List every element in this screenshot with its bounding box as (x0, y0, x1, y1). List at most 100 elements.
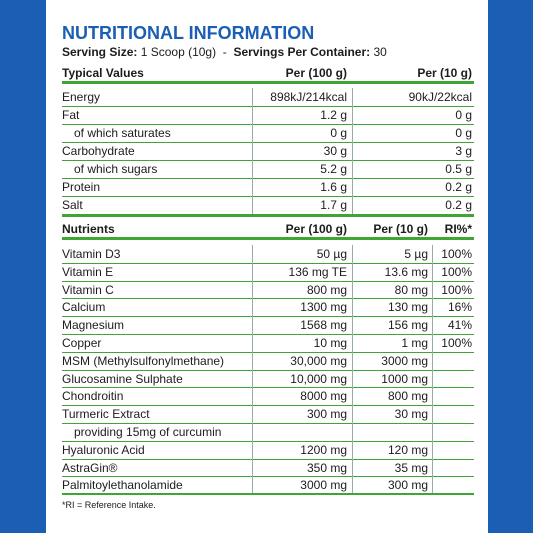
row-rule (62, 476, 474, 478)
row-label: providing 15mg of curcumin (74, 424, 222, 439)
cell-value: 1.2 g (320, 108, 347, 122)
bottom-rule (62, 493, 474, 496)
cell-value: 30 g (323, 144, 347, 158)
cell-value: 136 mg TE (288, 264, 347, 279)
column-header: Per (100 g) (285, 66, 347, 80)
column-rule (252, 88, 253, 214)
column-rule (252, 245, 253, 495)
row-rule (62, 334, 474, 335)
row-rule (62, 262, 474, 264)
cell-value: 100% (441, 335, 472, 350)
cell-value: 130 mg (387, 300, 428, 315)
row-rule (62, 440, 474, 442)
cell-value: 90kJ/22kcal (408, 90, 472, 104)
cell-value: 0.2 g (445, 198, 472, 212)
row-label: Fat (62, 108, 80, 122)
column-header: RI%* (444, 222, 472, 236)
row-label: Copper (62, 335, 102, 350)
row-label: Vitamin D3 (62, 246, 121, 261)
row-rule (62, 387, 474, 389)
cell-value: 1.6 g (320, 180, 347, 194)
column-header: Per (10 g) (417, 66, 472, 80)
cell-value: 5 µg (404, 246, 428, 261)
column-rule (352, 88, 353, 214)
row-label: Calcium (62, 300, 106, 315)
cell-value: 3000 mg (300, 478, 347, 493)
cell-value: 30,000 mg (290, 353, 347, 368)
row-rule (62, 423, 474, 424)
row-label: Glucosamine Sulphate (62, 371, 183, 386)
cell-value: 156 mg (387, 318, 428, 333)
footnote: *RI = Reference Intake. (62, 500, 156, 510)
row-rule (62, 351, 474, 353)
cell-value: 80 mg (394, 282, 428, 297)
column-header: Typical Values (62, 66, 144, 80)
cell-value: 5.2 g (320, 162, 347, 176)
cell-value: 8000 mg (300, 389, 347, 404)
header-rule (62, 81, 474, 84)
cell-value: 1568 mg (300, 318, 347, 333)
cell-value: 800 mg (306, 282, 347, 297)
row-label: Chondroitin (62, 389, 124, 404)
label: Servings Per Container: (233, 45, 371, 59)
row-label: Turmeric Extract (62, 407, 150, 422)
row-label: Palmitoylethanolamide (62, 478, 183, 493)
row-label: Salt (62, 198, 83, 212)
column-header: Nutrients (62, 222, 115, 236)
row-label: Carbohydrate (62, 144, 135, 158)
cell-value: 30 mg (394, 407, 428, 422)
row-rule (62, 298, 474, 300)
row-rule (62, 178, 474, 179)
column-header: Per (100 g) (285, 222, 347, 236)
cell-value: 300 mg (306, 407, 347, 422)
cell-value: 120 mg (387, 442, 428, 457)
row-label: AstraGin® (62, 460, 118, 475)
cell-value: 10 mg (313, 335, 347, 350)
row-label: Magnesium (62, 318, 125, 333)
row-rule (62, 160, 474, 161)
cell-value: 0 g (455, 108, 472, 122)
row-label: Protein (62, 180, 101, 194)
row-rule (62, 106, 474, 107)
panel (46, 0, 488, 533)
title: NUTRITIONAL INFORMATION (62, 23, 315, 43)
serving-line: Serving Size: 1 Scoop (10g) - Servings P… (62, 45, 387, 59)
row-rule (62, 316, 474, 318)
label: Serving Size: (62, 45, 138, 59)
cell-value: 1 mg (401, 335, 428, 350)
row-rule (62, 458, 474, 460)
row-label: of which saturates (74, 126, 171, 140)
row-label: MSM (Methylsulfonylmethane) (62, 353, 225, 368)
cell-value: 100% (441, 282, 472, 297)
column-rule (432, 245, 433, 495)
row-label: Hyaluronic Acid (62, 442, 145, 457)
cell-value: 1300 mg (300, 300, 347, 315)
cell-value: 35 mg (394, 460, 428, 475)
row-rule (62, 405, 474, 407)
row-label: of which sugars (74, 162, 158, 176)
cell-value: 1200 mg (300, 442, 347, 457)
cell-value: 3 g (455, 144, 472, 158)
cell-value: 800 mg (387, 389, 428, 404)
column-header: Per (10 g) (373, 222, 428, 236)
cell-value: 100% (441, 264, 472, 279)
cell-value: 898kJ/214kcal (270, 90, 347, 104)
row-label: Energy (62, 90, 101, 104)
header-rule (62, 237, 474, 240)
row-rule (62, 196, 474, 197)
value: 1 Scoop (10g) (140, 45, 217, 59)
row-label: Vitamin E (62, 264, 114, 279)
cell-value: 10,000 mg (290, 371, 347, 386)
cell-value: 100% (441, 246, 472, 261)
cell-value: 0.2 g (445, 180, 472, 194)
row-rule (62, 280, 474, 282)
row-rule (62, 142, 474, 143)
cell-value: 1.7 g (320, 198, 347, 212)
cell-value: 0 g (455, 126, 472, 140)
cell-value: 41% (447, 318, 472, 333)
cell-value: 350 mg (306, 460, 347, 475)
row-label: Vitamin C (62, 282, 114, 297)
cell-value: 50 µg (316, 246, 347, 261)
column-rule (352, 245, 353, 495)
